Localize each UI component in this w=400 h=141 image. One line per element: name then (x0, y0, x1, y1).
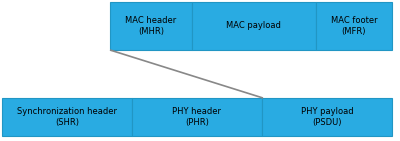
Text: MAC footer
(MFR): MAC footer (MFR) (331, 16, 377, 36)
Text: MAC header
(MHR): MAC header (MHR) (125, 16, 176, 36)
Text: PHY header
(PHR): PHY header (PHR) (172, 107, 221, 127)
Bar (110, 2, 192, 50)
Text: MAC payload: MAC payload (226, 21, 281, 30)
Bar (262, 98, 392, 136)
Bar (192, 2, 316, 50)
Bar (132, 98, 262, 136)
Bar (2, 98, 132, 136)
Text: PHY payload
(PSDU): PHY payload (PSDU) (300, 107, 353, 127)
Bar (316, 2, 392, 50)
Text: Synchronization header
(SHR): Synchronization header (SHR) (17, 107, 117, 127)
